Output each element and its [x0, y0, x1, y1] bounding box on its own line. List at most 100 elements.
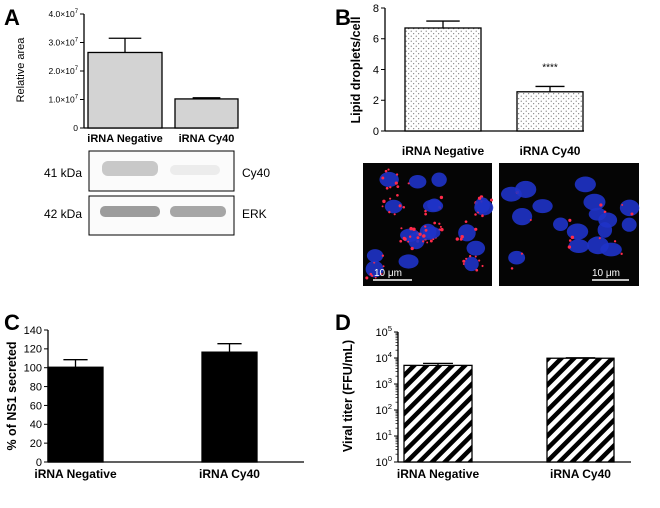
panel-a-y-tick-label: 4.0×107 [48, 9, 78, 19]
lipid-droplet [365, 276, 369, 280]
lipid-droplet [568, 239, 572, 242]
lipid-droplet [599, 203, 603, 207]
lipid-droplet [385, 186, 389, 190]
blot-band-erk-negative [100, 206, 160, 217]
lipid-droplet [489, 198, 494, 202]
panel-a-x-tick-label: iRNA Negative [87, 133, 162, 145]
panel-c-y-tick-label: 0 [36, 457, 42, 469]
nucleus [532, 199, 553, 214]
lipid-droplet [424, 225, 427, 228]
panel-a-y-tick-label: 3.0×107 [48, 37, 78, 47]
lipid-droplet [620, 252, 623, 255]
lipid-droplet [603, 210, 607, 214]
lipid-droplet [474, 213, 477, 216]
panel-a-y-tick-label: 1.0×107 [48, 94, 78, 104]
panel-b-x-tick-label: iRNA Cy40 [520, 144, 581, 158]
blot-kda-label-2: 42 kDa [44, 207, 82, 221]
western-blot: 41 kDa Cy40 42 kDa ERK [44, 150, 270, 236]
panel-label-d: D [335, 310, 351, 335]
lipid-droplet [374, 276, 377, 279]
lipid-droplet [424, 228, 428, 232]
blot-band-cy40-knockdown [170, 165, 220, 175]
panel-d-x-tick-label: iRNA Negative [397, 467, 480, 481]
lipid-droplet [459, 237, 463, 241]
nucleus [379, 171, 399, 188]
lipid-droplet [440, 227, 444, 232]
lipid-droplet [388, 210, 391, 214]
panel-c-y-tick-label: 40 [30, 419, 42, 431]
lipid-droplet [381, 176, 385, 180]
lipid-droplet [371, 274, 374, 277]
panel-c-y-tick-label: 60 [30, 400, 42, 412]
panel-b-significance-label: **** [542, 62, 558, 73]
lipid-droplet [381, 254, 385, 257]
nucleus [621, 217, 637, 232]
panel-c-bar-negative [47, 366, 104, 463]
panel-c-y-tick-label: 80 [30, 381, 42, 393]
lipid-droplet [387, 168, 390, 171]
panel-b-bar-negative [404, 27, 482, 132]
lipid-droplet [389, 186, 392, 189]
lipid-droplet [416, 236, 420, 240]
lipid-droplet [510, 267, 514, 270]
lipid-droplet [426, 241, 429, 244]
lipid-droplet [389, 197, 392, 200]
panel-d-bar-cy40 [546, 357, 615, 463]
panel-b-y-tick-label: 4 [373, 64, 379, 76]
lipid-droplet [439, 225, 442, 228]
lipid-droplet [402, 205, 406, 209]
blot-band-erk-knockdown [170, 206, 226, 217]
panel-c-y-tick-label: 120 [24, 344, 42, 356]
nucleus [366, 249, 384, 263]
blot-protein-label-1: Cy40 [242, 166, 270, 180]
microscopy-image-cy40: 10 μm [499, 163, 640, 286]
blot-kda-label-1: 41 kDa [44, 166, 82, 180]
panel-b-y-tick-label: 2 [373, 95, 379, 107]
nucleus [408, 231, 425, 250]
lipid-droplet [462, 259, 466, 263]
nucleus [568, 239, 589, 254]
lipid-droplet [474, 227, 478, 231]
panel-a-bar-cy40 [174, 98, 239, 129]
panel-c-y-axis-label: % of NS1 secreted [5, 341, 19, 450]
panel-c-y-tick-label: 140 [24, 325, 42, 337]
lipid-droplet [424, 209, 427, 213]
lipid-droplet [630, 212, 634, 216]
panel-c-y-tick-label: 20 [30, 438, 42, 450]
panel-b-bar-cy40 [516, 91, 584, 132]
lipid-droplet [400, 227, 403, 230]
panel-d-y-tick-label: 101 [375, 428, 392, 443]
lipid-droplet [369, 272, 373, 276]
panel-label-a: A [4, 5, 20, 30]
panel-d-y-tick-label: 100 [375, 454, 392, 469]
panel-label-c: C [4, 310, 20, 335]
panel-d-bar-negative [403, 364, 473, 463]
lipid-droplet [402, 236, 406, 240]
nucleus [512, 208, 533, 226]
lipid-droplet [478, 259, 481, 262]
lipid-droplet [407, 182, 410, 185]
lipid-droplet [380, 273, 383, 275]
nucleus [508, 250, 526, 265]
panel-d-y-tick-label: 105 [375, 324, 392, 339]
panel-c-x-tick-label: iRNA Negative [34, 467, 117, 481]
lipid-droplet [481, 264, 484, 268]
panel-b-y-tick-label: 0 [373, 126, 379, 138]
panel-d-y-tick-label: 102 [375, 402, 392, 417]
lipid-droplet [462, 263, 465, 266]
lipid-droplet [410, 246, 414, 251]
microscopy-image-negative: 10 μm [363, 163, 494, 286]
nucleus [431, 172, 447, 187]
nucleus [398, 254, 419, 269]
nucleus [408, 174, 427, 189]
nucleus [384, 199, 403, 214]
nucleus [583, 193, 606, 211]
panel-b-x-tick-label: iRNA Negative [402, 144, 485, 158]
lipid-droplet [384, 169, 388, 173]
panel-label-b: B [335, 5, 351, 30]
panel-b-y-tick-label: 6 [373, 34, 379, 46]
lipid-droplet [474, 255, 477, 258]
panel-c-x-tick-label: iRNA Cy40 [199, 467, 260, 481]
panel-a-y-tick-label: 2.0×107 [48, 66, 78, 76]
